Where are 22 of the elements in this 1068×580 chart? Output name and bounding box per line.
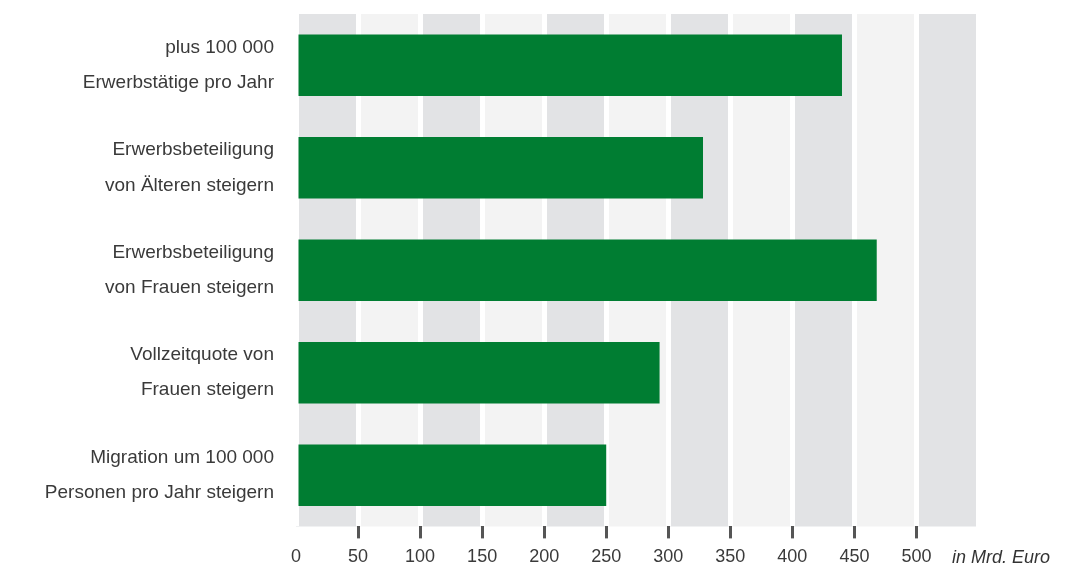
bar bbox=[298, 34, 842, 96]
bar bbox=[298, 239, 877, 301]
y-tick-label: Vollzeitquote von Frauen steigern bbox=[130, 343, 274, 400]
x-tick-label: 450 bbox=[839, 546, 870, 567]
bar bbox=[298, 341, 660, 404]
x-tick-label: 100 bbox=[405, 546, 436, 567]
y-tick-label: Migration um 100 000 Personen pro Jahr steigern bbox=[44, 445, 274, 502]
bar bbox=[298, 444, 607, 506]
x-tick-label: 50 bbox=[348, 546, 369, 567]
x-tick-label: 500 bbox=[901, 546, 932, 567]
y-tick-label: Erwerbsbeteiligung von Älteren steigern bbox=[105, 138, 274, 195]
y-tick-label: Erwerbsbeteiligung von Frauen steigern bbox=[105, 240, 274, 298]
x-tick-label: 150 bbox=[467, 546, 498, 567]
y-tick-label: plus 100 000 Erwerbstätige pro Jahr bbox=[82, 35, 275, 93]
x-tick-label: 0 bbox=[290, 546, 302, 567]
bar bbox=[298, 136, 704, 199]
x-tick-label: 250 bbox=[591, 546, 622, 567]
x-tick-label: 350 bbox=[715, 546, 746, 567]
x-tick-label: 300 bbox=[653, 546, 684, 567]
x-axis-title: in Mrd. Euro bbox=[952, 547, 1051, 568]
x-tick-label: 400 bbox=[777, 546, 808, 567]
x-tick-label: 200 bbox=[529, 546, 560, 567]
